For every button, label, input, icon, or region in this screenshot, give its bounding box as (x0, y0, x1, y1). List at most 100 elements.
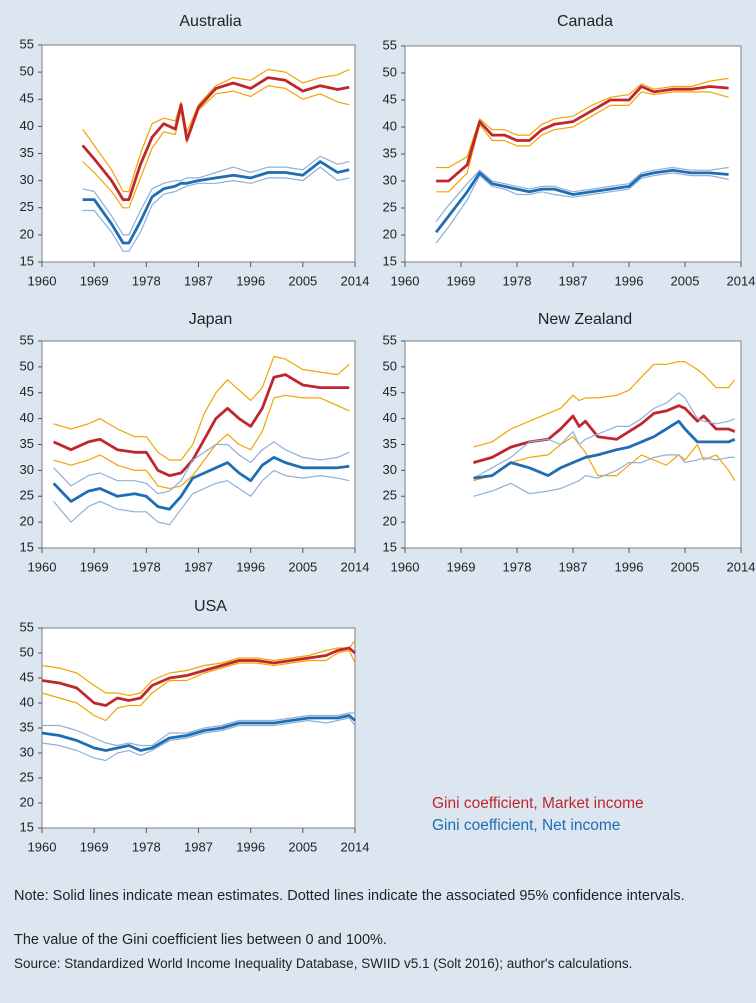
x-tick-label: 2014 (341, 273, 370, 288)
x-tick-label: 1996 (236, 273, 265, 288)
series-line (42, 712, 355, 747)
series-line (436, 91, 729, 193)
y-tick-label: 30 (20, 744, 34, 759)
x-tick-label: 1987 (559, 273, 588, 288)
note: The value of the Gini coefficient lies b… (14, 932, 387, 948)
x-tick-label: 1996 (236, 839, 265, 854)
series-line (52, 456, 350, 511)
y-tick-label: 55 (20, 619, 34, 634)
series-line (81, 76, 350, 201)
x-tick-label: 1969 (80, 559, 109, 574)
y-tick-label: 55 (20, 36, 34, 51)
charts: Australia 15 20 25 30 35 40 45 50 55 1960 1969 1978 1… (20, 13, 756, 854)
y-tick-label: 45 (383, 91, 397, 106)
x-tick-label: 2005 (288, 839, 317, 854)
y-tick-label: 20 (20, 226, 34, 241)
series-line (53, 469, 350, 526)
chart-title: Australia (179, 13, 241, 30)
y-tick-label: 35 (383, 436, 397, 451)
series-line (435, 166, 729, 222)
x-tick-label: 1987 (184, 273, 213, 288)
x-tick-label: 1969 (80, 839, 109, 854)
y-tick-label: 50 (20, 64, 34, 79)
series-line (41, 640, 356, 697)
x-tick-label: 1978 (132, 559, 161, 574)
y-tick-label: 50 (383, 64, 397, 79)
x-tick-label: 1960 (391, 273, 420, 288)
series-line (436, 77, 729, 169)
x-tick-label: 1996 (615, 559, 644, 574)
chart-title: USA (194, 598, 227, 615)
y-tick-label: 45 (20, 91, 34, 106)
y-tick-label: 15 (20, 539, 34, 554)
x-tick-label: 1960 (28, 273, 57, 288)
y-tick-label: 55 (20, 332, 34, 347)
y-tick-label: 30 (383, 462, 397, 477)
series-line (41, 717, 356, 762)
y-tick-label: 45 (383, 384, 397, 399)
x-tick-label: 1996 (615, 273, 644, 288)
y-tick-label: 25 (20, 199, 34, 214)
series-line (41, 649, 356, 722)
x-tick-label: 1969 (80, 273, 109, 288)
x-tick-label: 1987 (559, 559, 588, 574)
series-line (82, 85, 350, 209)
y-tick-label: 40 (20, 118, 34, 133)
y-tick-label: 40 (383, 118, 397, 133)
series-line (473, 454, 735, 497)
y-tick-label: 45 (20, 384, 34, 399)
x-tick-label: 1969 (447, 273, 476, 288)
series-line (473, 392, 736, 479)
x-tick-label: 1987 (184, 839, 213, 854)
x-tick-label: 2014 (727, 559, 756, 574)
source-note: Source: Standardized World Income Inequa… (14, 956, 633, 971)
series-line (82, 166, 350, 252)
y-tick-label: 25 (383, 199, 397, 214)
x-tick-label: 1960 (391, 559, 420, 574)
chart-title: Canada (557, 13, 613, 30)
series-line (53, 373, 350, 477)
x-tick-label: 1978 (503, 559, 532, 574)
x-tick-label: 2014 (341, 559, 370, 574)
x-tick-label: 2005 (671, 273, 700, 288)
y-tick-label: 45 (20, 669, 34, 684)
y-tick-label: 15 (383, 253, 397, 268)
series-line (53, 441, 350, 495)
series-line (41, 714, 356, 752)
y-tick-label: 50 (20, 644, 34, 659)
series-line (41, 646, 356, 707)
y-tick-label: 30 (20, 462, 34, 477)
y-tick-label: 40 (383, 410, 397, 425)
series-line (435, 172, 729, 244)
y-tick-label: 15 (20, 819, 34, 834)
series-line (82, 155, 350, 236)
x-tick-label: 2005 (288, 559, 317, 574)
series-line (473, 436, 736, 482)
x-tick-label: 2014 (341, 839, 370, 854)
plot-area (404, 340, 742, 549)
x-tick-label: 1960 (28, 839, 57, 854)
legend-entry: Gini coefficient, Market income (432, 795, 644, 812)
x-tick-label: 1978 (132, 839, 161, 854)
y-tick-label: 40 (20, 694, 34, 709)
y-tick-label: 35 (20, 436, 34, 451)
note: Note: Solid lines indicate mean estimate… (14, 888, 685, 904)
series-line (436, 85, 729, 183)
y-tick-label: 15 (20, 253, 34, 268)
x-tick-label: 2005 (671, 559, 700, 574)
plot-area (404, 45, 742, 263)
y-tick-label: 40 (20, 410, 34, 425)
y-tick-label: 35 (20, 719, 34, 734)
y-tick-label: 20 (20, 514, 34, 529)
x-tick-label: 2014 (727, 273, 756, 288)
y-tick-label: 50 (20, 358, 34, 373)
x-tick-label: 1987 (184, 559, 213, 574)
x-tick-label: 1960 (28, 559, 57, 574)
plot-area (41, 44, 356, 263)
chart-title: New Zealand (538, 311, 632, 328)
y-tick-label: 55 (383, 37, 397, 52)
series-line (82, 160, 350, 245)
y-tick-label: 20 (383, 226, 397, 241)
x-tick-label: 1978 (503, 273, 532, 288)
x-tick-label: 2005 (288, 273, 317, 288)
